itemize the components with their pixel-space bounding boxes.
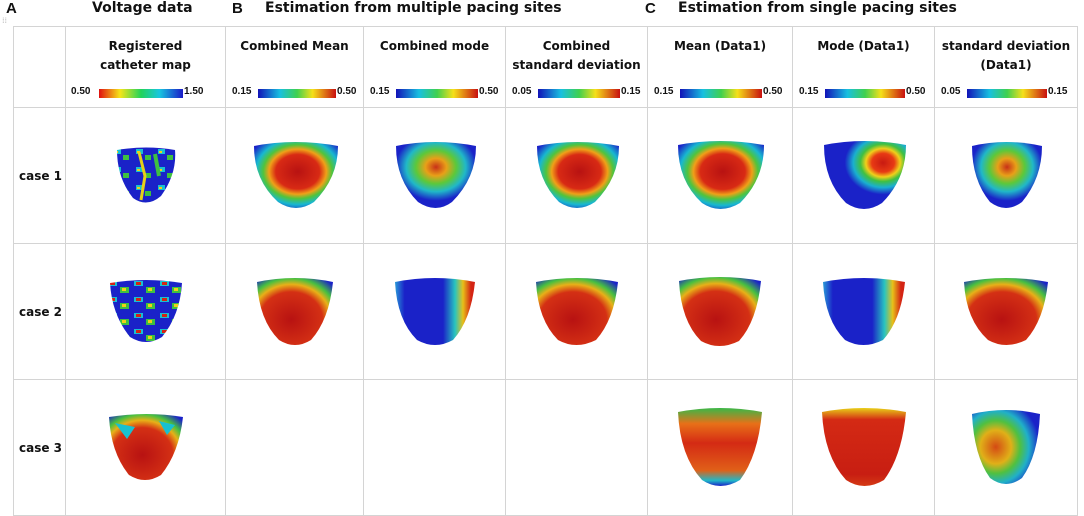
heart-map-combined-mode-case1	[395, 141, 476, 208]
heart-map-cell	[792, 107, 935, 244]
colorbar-gradient	[258, 89, 336, 98]
column-title-line1: Combined Mean	[240, 39, 349, 53]
drag-handle-dots: ⁞⁞	[2, 16, 8, 25]
colorbar-max-label: 1.50	[184, 86, 204, 97]
section-title-voltage-data: Voltage data	[92, 0, 193, 16]
section-letter-b: B	[232, 0, 243, 17]
heart-map-catheter-case3	[108, 413, 183, 480]
row-label-case-2: case 2	[13, 243, 66, 380]
colorbar-max-label: 0.15	[1048, 86, 1068, 97]
colorbar-max-label: 0.15	[621, 86, 641, 97]
heart-map-cell	[225, 107, 364, 244]
heart-map-cell	[647, 379, 793, 516]
heart-map-cell	[647, 243, 793, 380]
column-header: standard deviation (Data1) 0.05 0.15	[934, 26, 1078, 108]
colorbar-min-label: 0.15	[799, 86, 819, 97]
heart-map-cell	[505, 243, 648, 380]
heart-map-mean-data1-case2	[679, 276, 761, 346]
heart-map-cell	[65, 243, 226, 380]
column-title-line1: standard deviation	[941, 39, 1071, 53]
column-title-line2: standard deviation	[512, 58, 641, 72]
heart-map-mode-data1-case3	[821, 407, 906, 486]
heart-map-cell	[65, 379, 226, 516]
colorbar: 0.15 0.50	[793, 86, 934, 99]
heart-map-catheter-case2	[109, 279, 182, 342]
heart-map-cell	[934, 107, 1078, 244]
heart-map-cell-empty	[363, 379, 506, 516]
heart-map-cell	[363, 243, 506, 380]
heart-map-sd-data1-case3	[972, 409, 1040, 484]
colorbar-min-label: 0.15	[654, 86, 674, 97]
colorbar-gradient	[967, 89, 1047, 98]
colorbar-min-label: 0.05	[941, 86, 961, 97]
colorbar-max-label: 0.50	[337, 86, 357, 97]
heart-map-mode-data1-case2	[822, 277, 905, 345]
column-header: Combined Mean 0.15 0.50	[225, 26, 364, 108]
colorbar-max-label: 0.50	[479, 86, 499, 97]
heart-map-mode-data1-case1	[823, 140, 906, 209]
colorbar-max-label: 0.50	[763, 86, 783, 97]
column-header: Mode (Data1) 0.15 0.50	[792, 26, 935, 108]
heart-map-mean-data1-case1	[678, 140, 764, 209]
colorbar: 0.50 1.50	[66, 86, 225, 99]
heart-map-cell	[65, 107, 226, 244]
heart-map-cell	[792, 379, 935, 516]
section-letter-c: C	[645, 0, 656, 17]
heart-map-cell	[934, 379, 1078, 516]
heart-map-cell	[225, 243, 364, 380]
figure-grid: Registered catheter map 0.50 1.50 Combine…	[13, 26, 1078, 516]
heart-map-cell	[647, 107, 793, 244]
colorbar-min-label: 0.05	[512, 86, 532, 97]
heart-map-mean-data1-case3	[678, 407, 762, 486]
column-header: Mean (Data1) 0.15 0.50	[647, 26, 793, 108]
heart-map-combined-mode-case2	[394, 277, 475, 345]
colorbar-gradient	[825, 89, 905, 98]
section-title-single-pacing: Estimation from single pacing sites	[678, 0, 957, 16]
section-letter-a: A	[6, 0, 17, 17]
colorbar: 0.05 0.15	[506, 86, 647, 99]
colorbar-gradient	[99, 89, 183, 98]
colorbar-min-label: 0.15	[232, 86, 252, 97]
column-header: Combined standard deviation 0.05 0.15	[505, 26, 648, 108]
heart-map-cell	[505, 107, 648, 244]
heart-map-catheter-case1	[116, 147, 175, 203]
colorbar-gradient	[538, 89, 620, 98]
column-title-line2: catheter map	[100, 58, 191, 72]
column-title-line1: Combined mode	[379, 39, 490, 53]
heart-map-sd-data1-case2	[964, 277, 1048, 345]
heart-map-combined-sd-case1	[536, 141, 619, 208]
column-header: Registered catheter map 0.50 1.50	[65, 26, 226, 108]
column-header: Combined mode 0.15 0.50	[363, 26, 506, 108]
row-label-case-1: case 1	[13, 107, 66, 244]
colorbar: 0.15 0.50	[226, 86, 363, 99]
heart-map-sd-data1-case1	[972, 141, 1042, 208]
corner-cell	[13, 26, 66, 108]
row-label-case-3: case 3	[13, 379, 66, 516]
colorbar-gradient	[396, 89, 478, 98]
heart-map-cell-empty	[225, 379, 364, 516]
column-title-line1: Mean (Data1)	[673, 39, 767, 53]
heart-map-cell	[363, 107, 506, 244]
heart-map-combined-sd-case2	[535, 277, 618, 345]
column-title-line1: Registered	[108, 39, 183, 53]
column-title-line1: Combined	[542, 39, 611, 53]
heart-map-cell	[934, 243, 1078, 380]
heart-map-combined-mean-case1	[253, 141, 338, 208]
heart-map-cell-empty	[505, 379, 648, 516]
column-title-line1: Mode (Data1)	[817, 39, 910, 53]
section-title-multiple-pacing: Estimation from multiple pacing sites	[265, 0, 562, 16]
colorbar: 0.15 0.50	[364, 86, 505, 99]
colorbar-min-label: 0.15	[370, 86, 390, 97]
colorbar-gradient	[680, 89, 762, 98]
colorbar-max-label: 0.50	[906, 86, 926, 97]
heart-map-combined-mean-case2	[256, 277, 333, 345]
colorbar: 0.05 0.15	[935, 86, 1077, 99]
heart-map-cell	[792, 243, 935, 380]
colorbar-min-label: 0.50	[71, 86, 91, 97]
colorbar: 0.15 0.50	[648, 86, 792, 99]
column-title-line2: (Data1)	[980, 58, 1032, 72]
